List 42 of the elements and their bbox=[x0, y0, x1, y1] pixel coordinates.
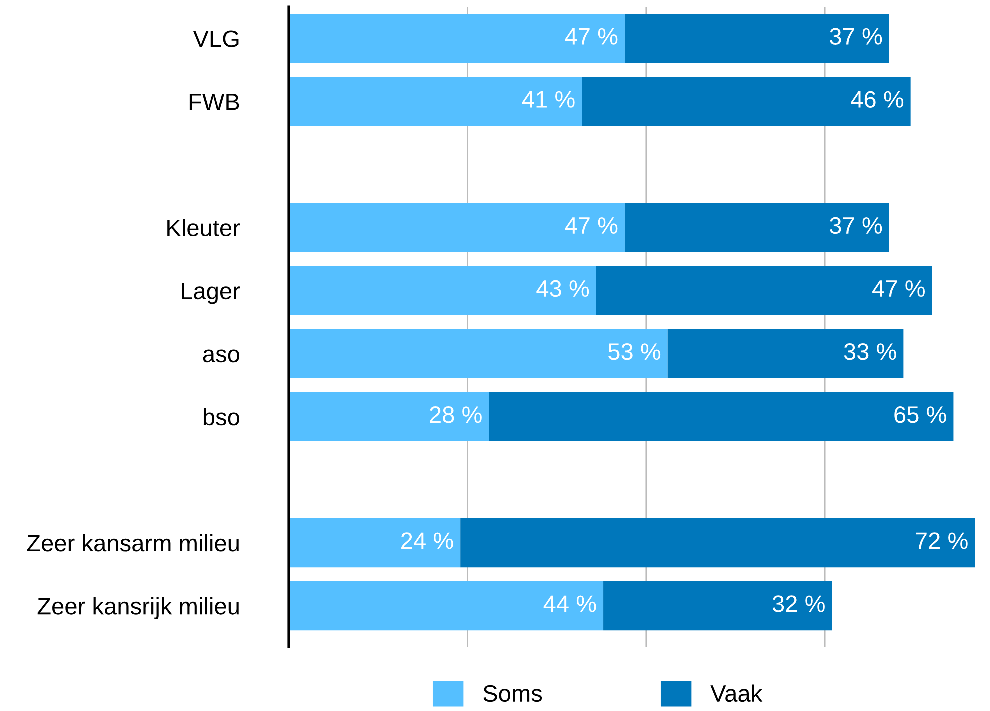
data-label: 41 % bbox=[522, 91, 575, 108]
y-tick-label: aso bbox=[203, 350, 240, 363]
bar bbox=[289, 203, 625, 252]
y-tick-label: Zeer kansrijk milieu bbox=[38, 597, 239, 620]
data-label: 44 % bbox=[544, 596, 596, 612]
bar bbox=[460, 518, 976, 568]
data-label: 32 % bbox=[772, 596, 825, 612]
data-label: 33 % bbox=[844, 343, 896, 360]
data-label: 47 % bbox=[565, 217, 618, 234]
data-label: 24 % bbox=[402, 532, 454, 550]
data-label: 47 % bbox=[565, 28, 618, 45]
bar bbox=[604, 581, 832, 631]
y-tick-label: Kleuter bbox=[168, 219, 240, 237]
data-label: 46 % bbox=[851, 91, 904, 108]
bar bbox=[582, 77, 911, 126]
bar bbox=[289, 14, 625, 64]
y-tick-label: bso bbox=[204, 408, 240, 426]
data-label: 72 % bbox=[916, 532, 968, 550]
bar bbox=[289, 581, 604, 631]
data-label: 53 % bbox=[608, 343, 661, 360]
data-label: 37 % bbox=[830, 217, 882, 234]
data-label: 43 % bbox=[536, 280, 590, 298]
legend-label: Vaak bbox=[710, 684, 763, 702]
y-tick-label: FWB bbox=[190, 94, 240, 110]
data-label: 47 % bbox=[872, 280, 925, 298]
data-label: 65 % bbox=[894, 406, 946, 424]
bar bbox=[289, 266, 596, 316]
bar bbox=[289, 518, 461, 568]
bar bbox=[624, 14, 890, 64]
bar bbox=[596, 266, 932, 316]
bar bbox=[668, 329, 904, 378]
y-tick-label: Lager bbox=[182, 283, 240, 304]
data-label: 28 % bbox=[430, 406, 482, 424]
bar bbox=[289, 77, 582, 126]
bar bbox=[624, 203, 890, 252]
data-label: 37 % bbox=[830, 28, 882, 45]
y-tick-label: VLG bbox=[193, 30, 239, 48]
bar bbox=[289, 329, 668, 378]
bar bbox=[489, 392, 954, 442]
y-tick-label: Zeer kansarm milieu bbox=[27, 534, 239, 552]
legend-label: Soms bbox=[484, 685, 542, 702]
bar bbox=[289, 392, 490, 442]
